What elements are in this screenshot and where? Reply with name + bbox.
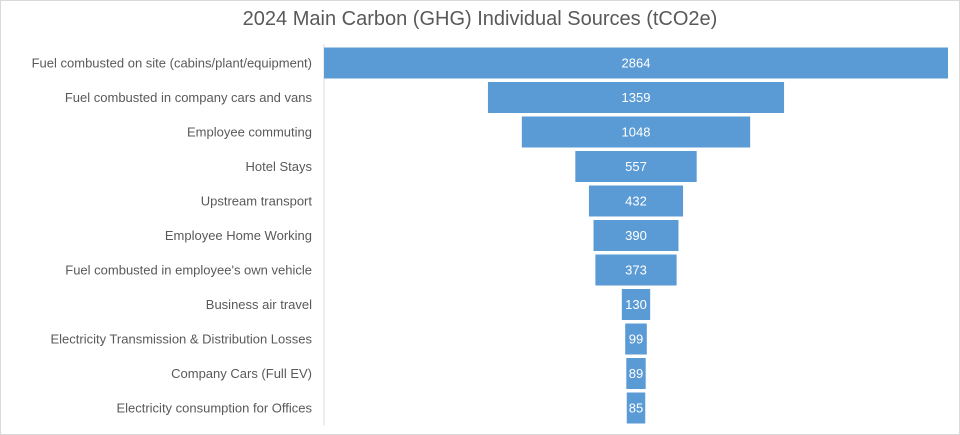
category-label: Fuel combusted on site (cabins/plant/equ… — [32, 56, 312, 71]
funnel-bar — [487, 82, 785, 113]
data-label: 557 — [625, 159, 647, 174]
category-label: Company Cars (Full EV) — [171, 366, 312, 381]
funnel-bar — [575, 151, 697, 182]
chart-title: 2024 Main Carbon (GHG) Individual Source… — [242, 8, 718, 30]
funnel-bar — [626, 392, 646, 424]
funnel-bar — [621, 289, 651, 320]
category-label: Employee Home Working — [165, 228, 312, 243]
category-label: Business air travel — [206, 297, 312, 312]
category-label: Employee commuting — [187, 125, 312, 140]
funnel-bar — [593, 220, 679, 251]
data-label: 89 — [629, 366, 643, 381]
category-label: Fuel combusted in employee's own vehicle — [65, 263, 312, 278]
data-label: 1359 — [622, 90, 651, 105]
data-label: 373 — [625, 263, 647, 278]
category-label: Hotel Stays — [246, 159, 313, 174]
funnel-bar — [588, 185, 684, 217]
funnel-bar — [595, 254, 677, 286]
category-label: Fuel combusted in company cars and vans — [65, 90, 313, 105]
data-label: 99 — [629, 332, 643, 347]
funnel-bar — [324, 47, 948, 79]
funnel-bar — [521, 116, 751, 148]
data-label: 85 — [629, 401, 643, 416]
data-label: 130 — [625, 297, 647, 312]
category-label: Upstream transport — [201, 194, 313, 209]
funnel-bar — [625, 323, 647, 355]
category-label: Electricity consumption for Offices — [116, 401, 312, 416]
data-label: 390 — [625, 228, 647, 243]
category-label: Electricity Transmission & Distribution … — [50, 332, 312, 347]
data-label: 432 — [625, 194, 647, 209]
data-label: 2864 — [622, 56, 651, 71]
funnel-bar — [626, 358, 646, 389]
data-label: 1048 — [622, 125, 651, 140]
